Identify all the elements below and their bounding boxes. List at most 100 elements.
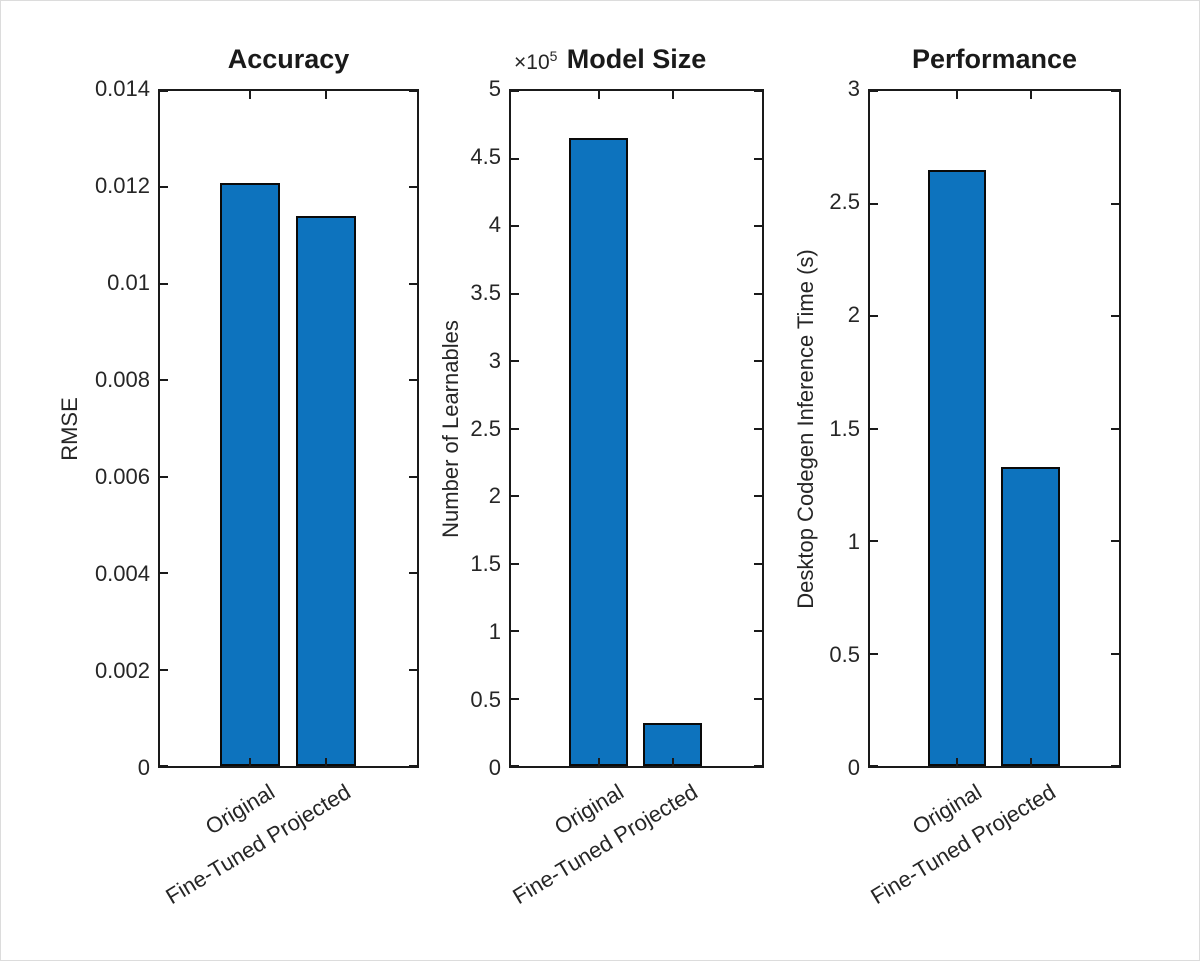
y-tick-mark bbox=[754, 562, 762, 565]
x-tick-mark bbox=[324, 91, 327, 99]
y-tick-mark bbox=[160, 379, 168, 382]
y-tick-mark bbox=[160, 572, 168, 575]
y-tick-label: 0 bbox=[137, 755, 150, 780]
exponent-base: ×10 bbox=[514, 51, 550, 74]
y-tick-mark bbox=[511, 90, 519, 92]
y-axis-label-rmse: RMSE bbox=[57, 396, 82, 461]
x-tick-mark bbox=[1029, 91, 1032, 99]
y-tick-mark bbox=[1111, 540, 1119, 542]
y-tick-label: 3.5 bbox=[470, 279, 501, 305]
x-tick-mark bbox=[324, 758, 327, 766]
y-tick-label: 2.5 bbox=[829, 189, 860, 215]
y-tick-mark bbox=[870, 315, 878, 317]
y-tick-mark bbox=[754, 630, 762, 632]
y-tick-mark bbox=[754, 360, 762, 362]
y-tick-mark bbox=[511, 360, 519, 362]
y-tick-mark bbox=[511, 697, 519, 700]
bar-fine-tuned-projected bbox=[1001, 467, 1060, 766]
exponent-power: 5 bbox=[549, 48, 558, 64]
y-tick-mark bbox=[160, 282, 168, 285]
y-tick-mark bbox=[511, 765, 519, 767]
y-tick-label: 2 bbox=[488, 483, 501, 509]
y-tick-mark bbox=[870, 765, 878, 767]
y-tick-mark bbox=[870, 652, 878, 655]
y-tick-mark bbox=[754, 292, 762, 295]
x-tick-mark bbox=[956, 758, 959, 766]
plot-title-model-size: Model Size bbox=[566, 44, 707, 74]
y-tick-label: 2 bbox=[847, 302, 860, 328]
x-tick-mark bbox=[671, 91, 674, 99]
y-tick-mark bbox=[1111, 765, 1119, 767]
y-tick-mark bbox=[870, 202, 878, 205]
y-tick-mark bbox=[1111, 427, 1119, 430]
y-tick-label: 0.002 bbox=[94, 658, 150, 683]
y-tick-mark bbox=[1111, 652, 1119, 655]
bar-original bbox=[927, 170, 987, 766]
y-tick-label: 0.5 bbox=[470, 687, 501, 713]
y-tick-mark bbox=[409, 668, 417, 671]
y-tick-label: 3 bbox=[847, 76, 860, 101]
x-tick-mark bbox=[597, 91, 600, 99]
y-tick-mark bbox=[511, 630, 519, 632]
y-tick-label: 5 bbox=[488, 76, 501, 101]
y-tick-mark bbox=[754, 765, 762, 767]
y-tick-mark bbox=[870, 540, 878, 542]
plot-area-accuracy bbox=[158, 89, 419, 768]
y-tick-mark bbox=[409, 282, 417, 285]
y-tick-mark bbox=[1111, 315, 1119, 317]
y-tick-mark bbox=[870, 90, 878, 92]
y-axis-exponent: ×105 bbox=[514, 48, 558, 75]
y-tick-label: 0.008 bbox=[94, 367, 150, 392]
plot-area-model-size bbox=[509, 89, 764, 768]
y-tick-mark bbox=[754, 90, 762, 92]
y-tick-mark bbox=[409, 379, 417, 382]
y-tick-label: 1.5 bbox=[829, 415, 860, 441]
plot-title-accuracy: Accuracy bbox=[227, 44, 350, 74]
y-tick-label: 4.5 bbox=[470, 143, 501, 169]
x-tick-mark bbox=[956, 91, 959, 99]
x-tick-mark bbox=[597, 758, 600, 766]
x-tick-mark bbox=[248, 91, 251, 99]
y-tick-mark bbox=[511, 292, 519, 295]
y-tick-mark bbox=[160, 186, 168, 189]
y-tick-mark bbox=[511, 157, 519, 160]
plot-title-performance: Performance bbox=[911, 44, 1078, 74]
y-tick-label: 0 bbox=[847, 755, 860, 780]
y-tick-label: 0.014 bbox=[94, 76, 150, 101]
y-tick-mark bbox=[754, 427, 762, 430]
y-tick-mark bbox=[511, 427, 519, 430]
y-tick-mark bbox=[511, 562, 519, 565]
y-tick-mark bbox=[160, 90, 168, 92]
y-tick-label: 0.004 bbox=[94, 561, 150, 586]
y-tick-mark bbox=[754, 495, 762, 497]
y-tick-mark bbox=[160, 765, 168, 767]
bar-fine-tuned-projected bbox=[295, 216, 356, 766]
y-tick-mark bbox=[1111, 90, 1119, 92]
y-tick-label: 3 bbox=[488, 347, 501, 373]
y-tick-label: 0.01 bbox=[107, 270, 150, 295]
y-tick-mark bbox=[870, 427, 878, 430]
plot-area-performance bbox=[868, 89, 1121, 768]
y-tick-mark bbox=[754, 225, 762, 227]
y-tick-mark bbox=[409, 475, 417, 478]
y-tick-label: 0.006 bbox=[94, 464, 150, 489]
y-tick-mark bbox=[409, 765, 417, 767]
x-tick-label-fine-tuned-projected: Fine-Tuned Projected bbox=[865, 779, 1060, 909]
y-tick-mark bbox=[511, 225, 519, 227]
bar-original bbox=[569, 138, 629, 766]
x-tick-label-fine-tuned-projected: Fine-Tuned Projected bbox=[508, 779, 702, 909]
y-tick-mark bbox=[409, 90, 417, 92]
y-tick-mark bbox=[160, 475, 168, 478]
y-tick-label: 2.5 bbox=[470, 415, 501, 441]
x-tick-mark bbox=[248, 758, 251, 766]
y-tick-mark bbox=[754, 697, 762, 700]
x-tick-label-fine-tuned-projected: Fine-Tuned Projected bbox=[161, 779, 355, 909]
y-tick-label: 1 bbox=[847, 528, 860, 554]
y-tick-label: 1 bbox=[488, 619, 501, 645]
x-tick-mark bbox=[671, 758, 674, 766]
y-tick-mark bbox=[754, 157, 762, 160]
y-tick-mark bbox=[409, 186, 417, 189]
x-tick-mark bbox=[1029, 758, 1032, 766]
y-tick-label: 0 bbox=[488, 755, 501, 780]
